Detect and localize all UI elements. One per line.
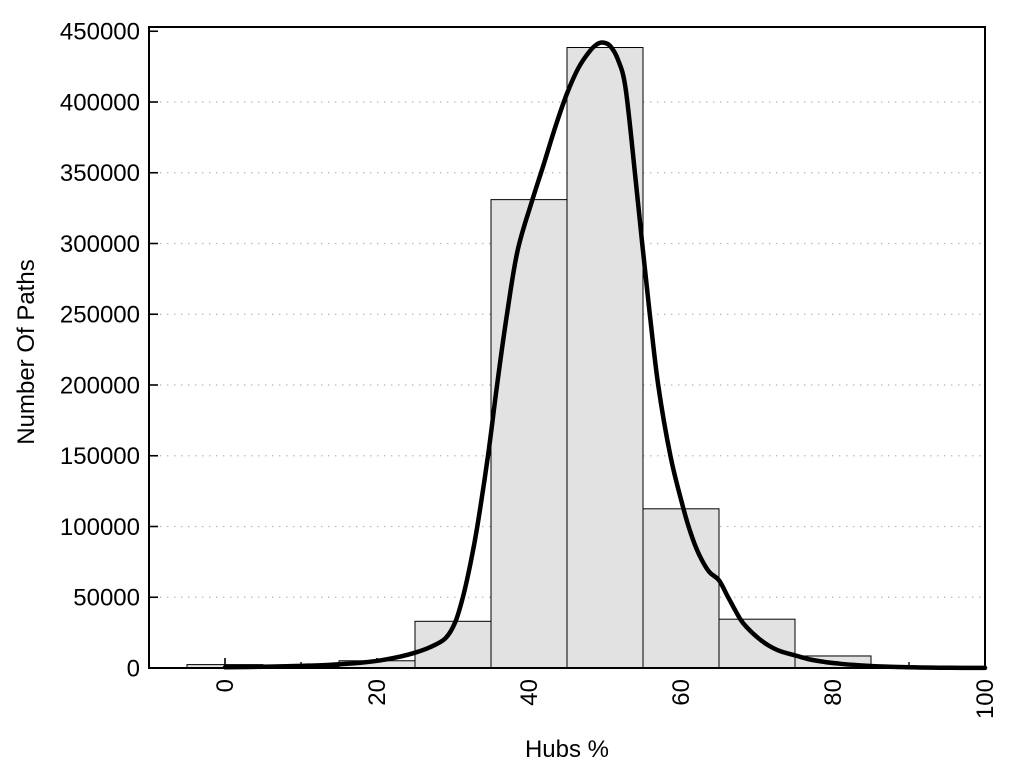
y-tick-label: 50000	[73, 585, 140, 612]
y-tick-label: 400000	[60, 89, 140, 116]
y-tick-label: 350000	[60, 160, 140, 187]
y-tick-label: 250000	[60, 302, 140, 329]
y-axis-title: Number Of Paths	[13, 259, 40, 445]
histogram-bar	[718, 618, 796, 669]
histogram-bar	[566, 47, 644, 669]
x-tick-label: 40	[516, 679, 543, 706]
x-tick-label: 60	[668, 679, 695, 706]
histogram-bar	[490, 199, 568, 669]
y-tick-label: 0	[127, 656, 140, 683]
plot-border	[148, 26, 986, 669]
y-tick-label: 300000	[60, 231, 140, 258]
y-tick-label: 150000	[60, 443, 140, 470]
x-axis-title: Hubs %	[524, 736, 610, 763]
density-curve	[222, 40, 988, 671]
y-tick-label: 200000	[60, 372, 140, 399]
x-tick-label: 20	[364, 679, 391, 706]
x-tick-label: 100	[972, 679, 999, 719]
x-tick-label: 80	[820, 679, 847, 706]
y-tick-label: 450000	[60, 19, 140, 46]
x-tick-label: 0	[212, 679, 239, 692]
y-tick-label: 100000	[60, 514, 140, 541]
histogram-bar	[642, 508, 720, 669]
